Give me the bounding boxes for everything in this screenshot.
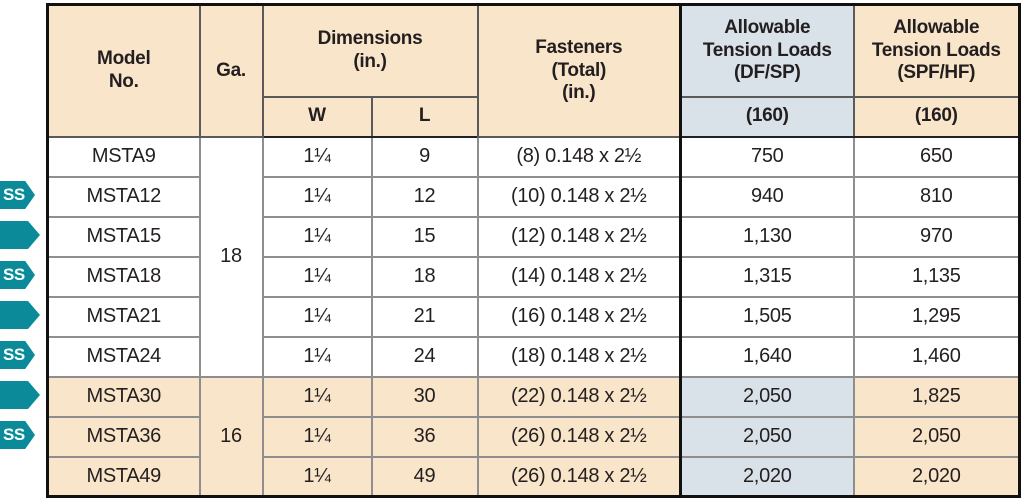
header-ga: Ga. — [198, 3, 264, 138]
df-sp-load-cell: 2,020 — [679, 455, 855, 498]
width-cell: 1¼ — [261, 415, 373, 458]
spf-hf-load-cell: 1,135 — [852, 255, 1021, 298]
ga-cell: 16 — [198, 375, 264, 498]
width-cell: 1¼ — [261, 295, 373, 338]
header-row-1: Model No. Ga. Dimensions (in.) Fasteners… — [46, 3, 1021, 138]
df-sp-load-cell: 1,640 — [679, 335, 855, 378]
width-cell: 1¼ — [261, 215, 373, 258]
spf-hf-load-cell: 1,295 — [852, 295, 1021, 338]
length-cell: 21 — [370, 295, 479, 338]
ss-badge: SS — [0, 181, 35, 209]
df-sp-load-cell: 2,050 — [679, 375, 855, 418]
width-cell: 1¼ — [261, 135, 373, 178]
model-cell: MSTA24 — [46, 335, 201, 378]
fasteners-cell: (26) 0.148 x 2½ — [476, 415, 682, 458]
spf-hf-load-cell: 2,050 — [852, 415, 1021, 458]
fasteners-cell: (26) 0.148 x 2½ — [476, 455, 682, 498]
length-cell: 9 — [370, 135, 479, 178]
model-cell: MSTA18 — [46, 255, 201, 298]
model-cell: MSTA49 — [46, 455, 201, 498]
spf-hf-load-cell: 1,460 — [852, 335, 1021, 378]
table-row: MSTA12 1¼ 12 (10) 0.148 x 2½ 940 810 — [46, 175, 1021, 218]
arrow-badge — [0, 381, 40, 409]
length-cell: 36 — [370, 415, 479, 458]
header-row-2: W L (160) (160) — [48, 95, 1021, 138]
df-sp-load-cell: 750 — [679, 135, 855, 178]
df-sp-load-cell: 1,315 — [679, 255, 855, 298]
width-cell: 1¼ — [261, 375, 373, 418]
fasteners-cell: (16) 0.148 x 2½ — [476, 295, 682, 338]
df-sp-load-cell: 2,050 — [679, 415, 855, 458]
header-tension-spf-hf: Allowable Tension Loads (SPF/HF) — [852, 3, 1021, 98]
fasteners-cell: (10) 0.148 x 2½ — [476, 175, 682, 218]
header-length-l: L — [370, 95, 479, 138]
fasteners-cell: (8) 0.148 x 2½ — [476, 135, 682, 178]
length-cell: 49 — [370, 455, 479, 498]
spf-hf-load-cell: 810 — [852, 175, 1021, 218]
header-df-sp-load-duration: (160) — [679, 95, 855, 138]
model-cell: MSTA9 — [46, 135, 201, 178]
fasteners-cell: (22) 0.148 x 2½ — [476, 375, 682, 418]
length-cell: 12 — [370, 175, 479, 218]
model-cell: MSTA30 — [46, 375, 201, 418]
df-sp-load-cell: 940 — [679, 175, 855, 218]
arrow-badge — [0, 221, 40, 249]
fasteners-cell: (14) 0.148 x 2½ — [476, 255, 682, 298]
header-tension-df-sp: Allowable Tension Loads (DF/SP) — [679, 3, 855, 98]
table-row-highlighted: MSTA36 1¼ 36 (26) 0.148 x 2½ 2,050 2,050 — [46, 415, 1021, 458]
header-dimensions: Dimensions (in.) — [261, 3, 479, 98]
table-row: MSTA24 1¼ 24 (18) 0.148 x 2½ 1,640 1,460 — [46, 335, 1021, 378]
spf-hf-load-cell: 970 — [852, 215, 1021, 258]
model-cell: MSTA12 — [46, 175, 201, 218]
df-sp-load-cell: 1,130 — [679, 215, 855, 258]
ss-badge: SS — [0, 261, 35, 289]
ss-badge: SS — [0, 341, 35, 369]
table-row: MSTA21 1¼ 21 (16) 0.148 x 2½ 1,505 1,295 — [46, 295, 1021, 338]
badge-gutter: SS SS SS SS — [0, 0, 46, 499]
spf-hf-load-cell: 1,825 — [852, 375, 1021, 418]
table-row-highlighted: MSTA30 16 1¼ 30 (22) 0.148 x 2½ 2,050 1,… — [46, 375, 1021, 498]
width-cell: 1¼ — [261, 175, 373, 218]
length-cell: 24 — [370, 335, 479, 378]
tension-load-table: Model No. Ga. Dimensions (in.) Fasteners… — [46, 3, 1022, 498]
model-cell: MSTA15 — [46, 215, 201, 258]
spf-hf-load-cell: 2,020 — [852, 455, 1021, 498]
length-cell: 15 — [370, 215, 479, 258]
df-sp-load-cell: 1,505 — [679, 295, 855, 338]
header-model-no: Model No. — [46, 3, 201, 138]
length-cell: 18 — [370, 255, 479, 298]
table-row: MSTA18 1¼ 18 (14) 0.148 x 2½ 1,315 1,135 — [46, 255, 1021, 298]
fasteners-cell: (18) 0.148 x 2½ — [476, 335, 682, 378]
ss-badge: SS — [0, 421, 35, 449]
table-row-highlighted: MSTA49 1¼ 49 (26) 0.148 x 2½ 2,020 2,020 — [46, 455, 1021, 498]
table-row: MSTA9 18 1¼ 9 (8) 0.148 x 2½ 750 650 — [46, 135, 1021, 378]
fasteners-cell: (12) 0.148 x 2½ — [476, 215, 682, 258]
model-cell: MSTA21 — [46, 295, 201, 338]
model-cell: MSTA36 — [46, 415, 201, 458]
header-width-w: W — [261, 95, 373, 138]
width-cell: 1¼ — [261, 335, 373, 378]
header-fasteners: Fasteners (Total) (in.) — [476, 3, 682, 138]
arrow-badge — [0, 301, 40, 329]
table-row: MSTA15 1¼ 15 (12) 0.148 x 2½ 1,130 970 — [46, 215, 1021, 258]
length-cell: 30 — [370, 375, 479, 418]
header-spf-hf-load-duration: (160) — [852, 95, 1021, 138]
spf-hf-load-cell: 650 — [852, 135, 1021, 178]
width-cell: 1¼ — [261, 255, 373, 298]
width-cell: 1¼ — [261, 455, 373, 498]
ga-cell: 18 — [198, 135, 264, 378]
